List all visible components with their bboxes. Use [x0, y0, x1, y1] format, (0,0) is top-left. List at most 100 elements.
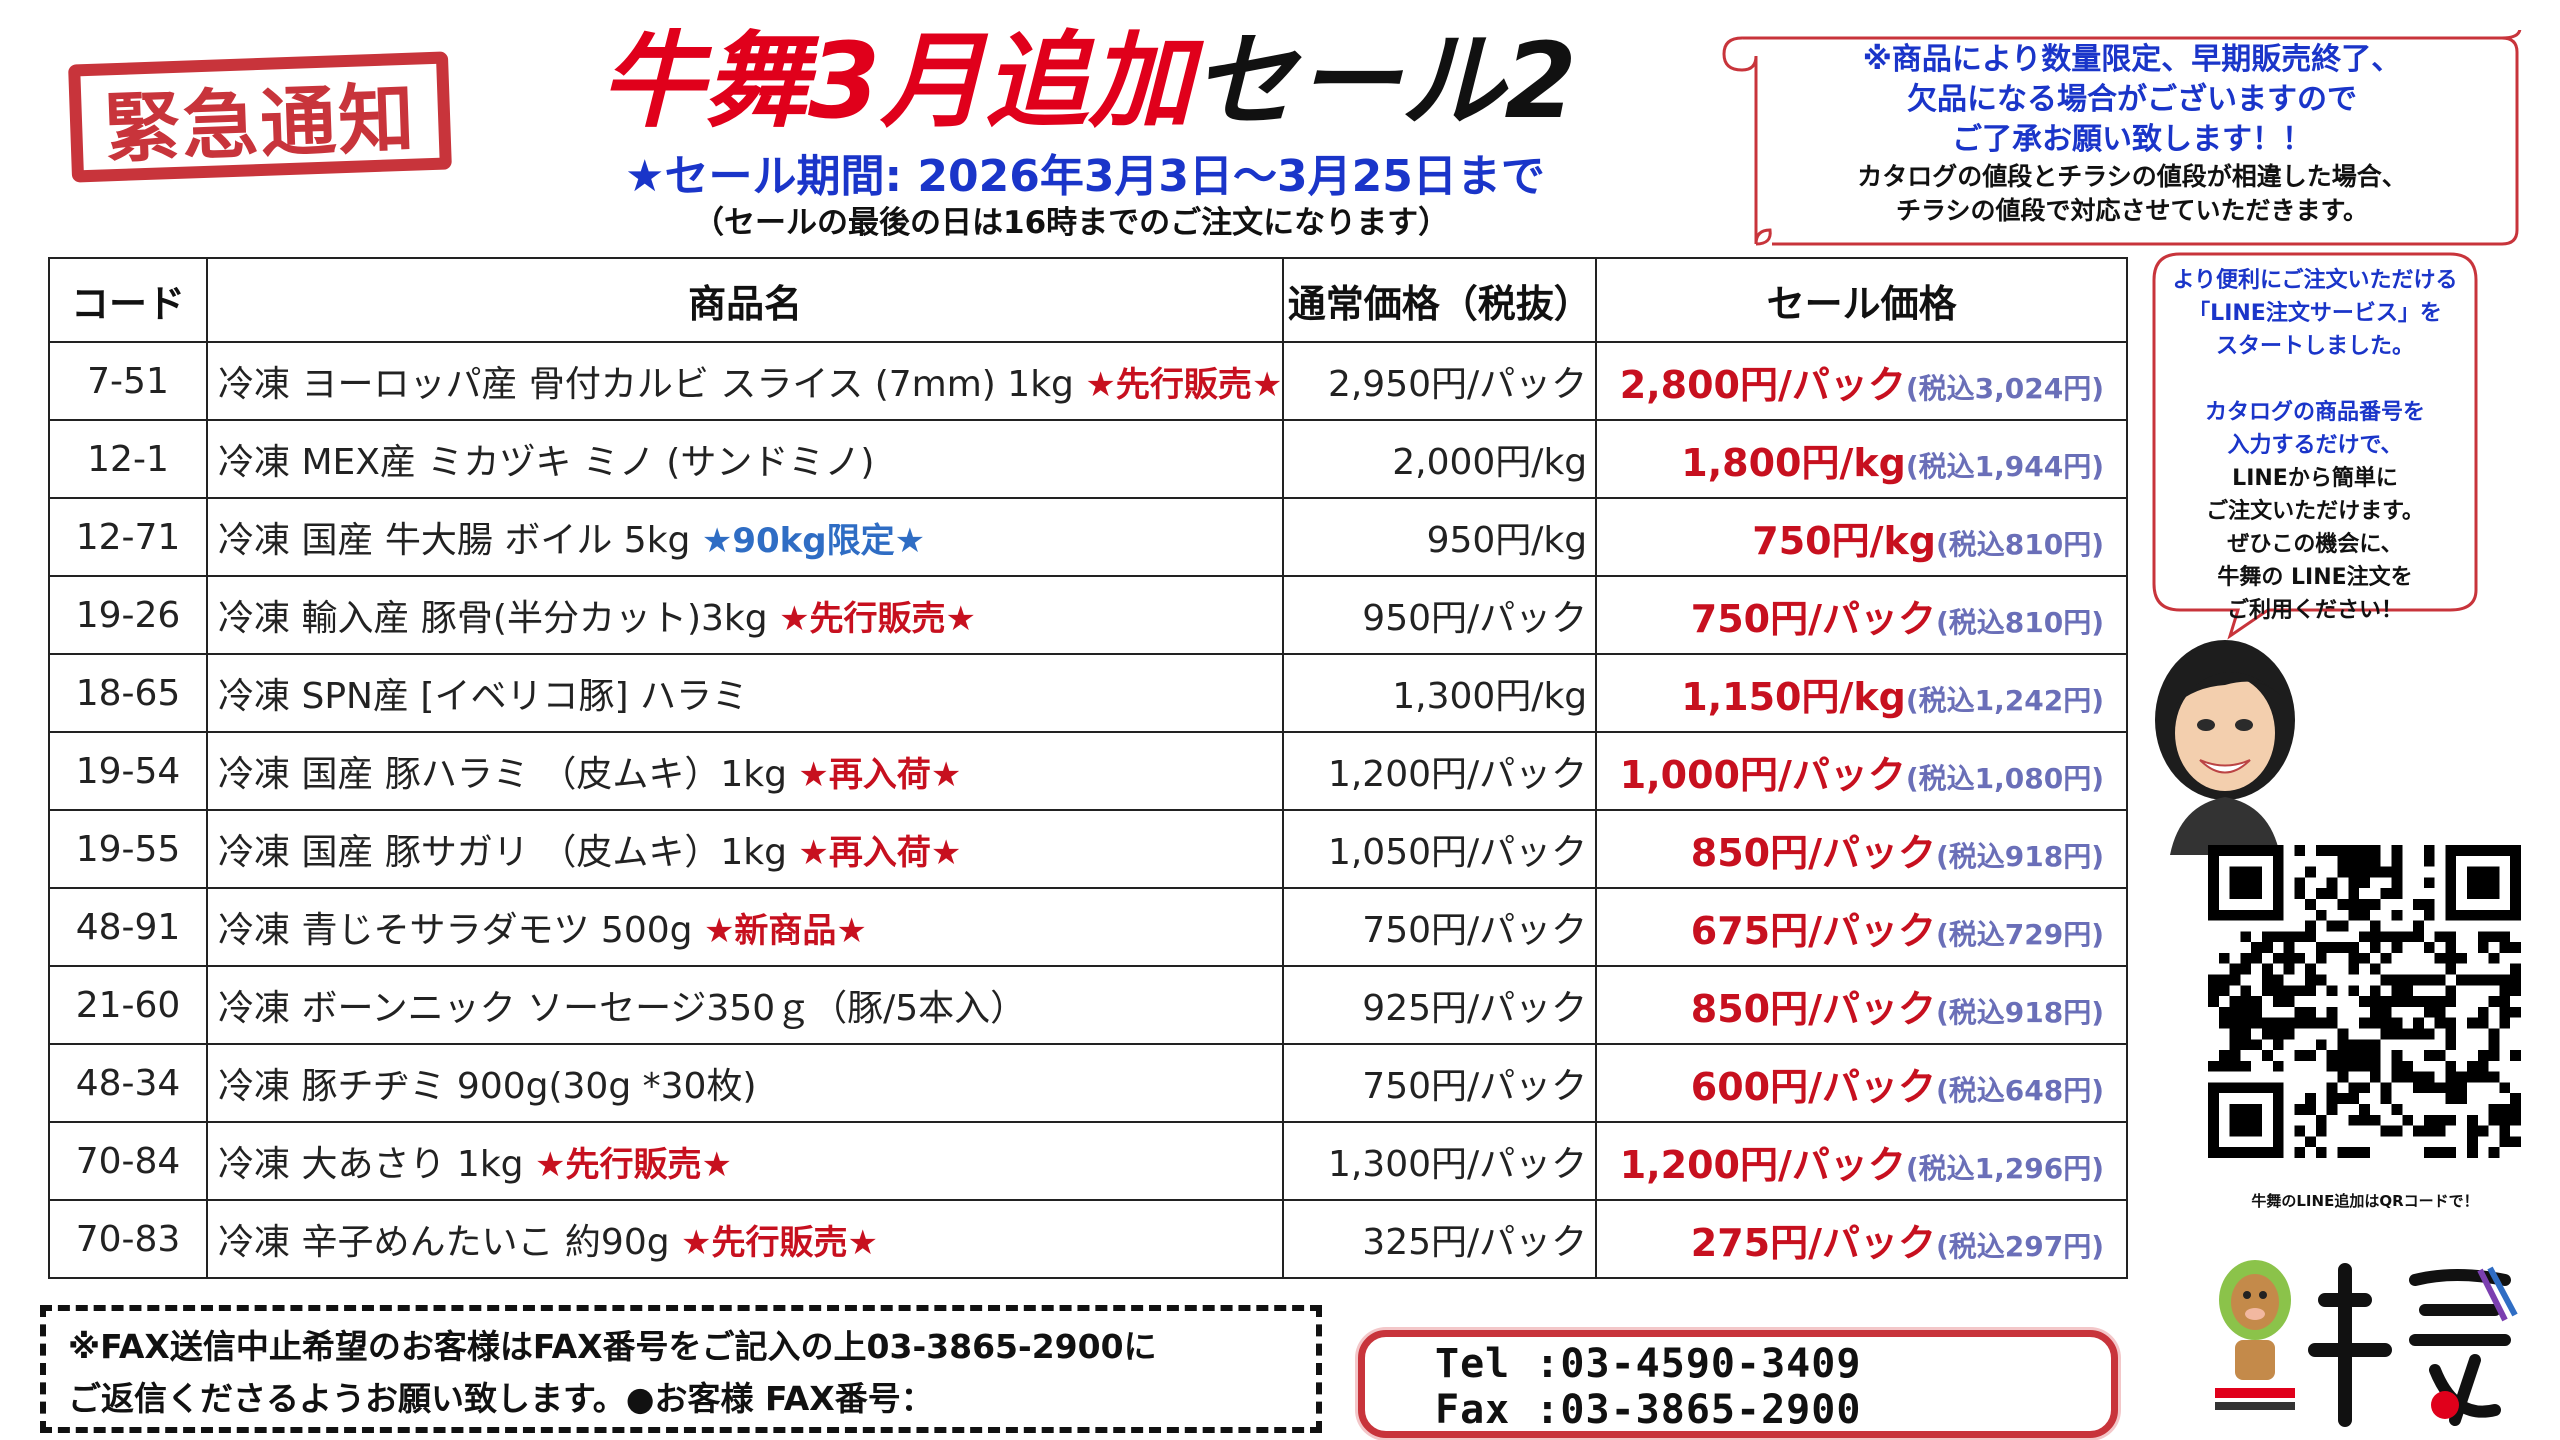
product-code: 70-84 [47, 1121, 209, 1201]
table-row: 48-91 冷凍 青じそサラダモツ 500g ★新商品★ 750円/パック 675円/… [47, 887, 2128, 967]
product-name: 冷凍 国産 豚ハラミ （皮ムキ）1kg [218, 754, 787, 795]
regular-price: 325円/パック [1282, 1199, 1598, 1279]
header-regular-price: 通常価格（税抜） [1282, 257, 1598, 343]
bubble-line-1: より便利にご注文いただける [2172, 268, 2458, 293]
regular-price: 750円/パック [1282, 1043, 1598, 1123]
product-code: 19-55 [47, 809, 209, 889]
product-name: 冷凍 辛子めんたいこ 約90g [218, 1222, 670, 1263]
bubble-line-8: ぜひこの機会に、 [2227, 532, 2403, 557]
regular-price: 950円/パック [1282, 575, 1598, 655]
product-name-cell: 冷凍 MEX産 ミカヅキ ミノ (サンドミノ) [206, 419, 1285, 499]
qr-caption: 牛舞のLINE追加はQRコードで！ [2251, 1192, 2479, 1210]
fax-notice-line-2: ご返信くださるようお願い致します。●お客様 FAX番号： [68, 1379, 934, 1418]
tax-included-price: (税込918円) [1935, 839, 2104, 873]
sale-price: 850円/パック [1690, 986, 1936, 1031]
bubble-line-3: スタートしました。 [2215, 334, 2414, 359]
sale-price-cell: 750円/パック(税込810円) [1595, 575, 2128, 655]
bubble-line-2: 「LINE注文サービス」を [2188, 301, 2442, 326]
tax-included-price: (税込810円) [1935, 527, 2104, 561]
gyumai-brand-logo [2308, 1263, 2518, 1427]
line-order-bubble: より便利にご注文いただける 「LINE注文サービス」を スタートしました。 カタ… [2150, 250, 2480, 640]
notice-line-4: カタログの値段とチラシの値段が相違した場合、 [1857, 162, 2407, 191]
product-name: 冷凍 ヨーロッパ産 骨付カルビ スライス (7mm) 1kg [218, 364, 1074, 405]
table-row: 18-65 冷凍 SPN産 [イベリコ豚] ハラミ 1,300円/kg 1,150円… [47, 653, 2128, 733]
table-row: 21-60 冷凍 ボーンニック ソーセージ350ｇ（豚/5本入） 925円/パック… [47, 965, 2128, 1045]
contact-box: Tel :03-4590-3409 Fax :03-3865-2900 [1358, 1330, 2118, 1438]
product-code: 48-34 [47, 1043, 209, 1123]
tax-included-price: (税込729円) [1935, 917, 2104, 951]
regular-price: 950円/kg [1282, 497, 1598, 577]
bubble-line-7: ご注文いただけます。 [2206, 499, 2424, 524]
tax-included-price: (税込1,296円) [1905, 1151, 2104, 1185]
sale-price-cell: 675円/パック(税込729円) [1595, 887, 2128, 967]
notice-text: ※商品により数量限定、早期販売終了、 欠品になる場合がございますので ご了承お願… [1762, 40, 2502, 228]
fax-notice-line-1: ※FAX送信中止希望のお客様はFAX番号をご記入の上03-3865-2900に [68, 1327, 1157, 1366]
product-tag: ★再入荷★ [798, 833, 962, 873]
tax-included-price: (税込1,242円) [1905, 683, 2104, 717]
product-name: 冷凍 国産 豚サガリ （皮ムキ）1kg [218, 832, 787, 873]
product-code: 7-51 [47, 341, 209, 421]
product-tag: ★先行販売★ [779, 599, 977, 639]
product-name: 冷凍 MEX産 ミカヅキ ミノ (サンドミノ) [218, 442, 875, 483]
product-name: 冷凍 国産 牛大腸 ボイル 5kg [218, 520, 691, 561]
bubble-line-6: LINEから簡単に [2232, 466, 2398, 491]
cow-mascot-icon [2215, 1260, 2295, 1410]
product-name: 冷凍 輸入産 豚骨(半分カット)3kg [218, 598, 768, 639]
regular-price: 925円/パック [1282, 965, 1598, 1045]
tax-included-price: (税込1,080円) [1905, 761, 2104, 795]
sale-price-cell: 2,800円/パック(税込3,024円) [1595, 341, 2128, 421]
sale-price: 750円/パック [1690, 596, 1936, 641]
tax-included-price: (税込3,024円) [1905, 371, 2104, 405]
product-name-cell: 冷凍 豚チヂミ 900g(30g *30枚) [206, 1043, 1285, 1123]
table-row: 19-26 冷凍 輸入産 豚骨(半分カット)3kg ★先行販売★ 950円/パック 7… [47, 575, 2128, 655]
table-row: 12-71 冷凍 国産 牛大腸 ボイル 5kg ★90kg限定★ 950円/kg 75… [47, 497, 2128, 577]
speech-bubble-icon [2152, 252, 2478, 640]
product-tag: ★先行販売★ [1085, 365, 1283, 405]
regular-price: 750円/パック [1282, 887, 1598, 967]
sale-price: 600円/パック [1690, 1064, 1936, 1109]
product-tag: ★先行販売★ [681, 1223, 879, 1263]
regular-price: 1,200円/パック [1282, 731, 1598, 811]
sale-price: 275円/パック [1690, 1220, 1936, 1265]
sale-price-cell: 1,000円/パック(税込1,080円) [1595, 731, 2128, 811]
sale-period-note: （セールの最後の日は16時までのご注文になります） [693, 205, 1450, 241]
product-name: 冷凍 ボーンニック ソーセージ350ｇ（豚/5本入） [218, 988, 1027, 1029]
sale-price-cell: 1,200円/パック(税込1,296円) [1595, 1121, 2128, 1201]
sale-price-cell: 750円/kg(税込810円) [1595, 497, 2128, 577]
table-row: 48-34 冷凍 豚チヂミ 900g(30g *30枚) 750円/パック 600円… [47, 1043, 2128, 1123]
bubble-text: より便利にご注文いただける 「LINE注文サービス」を スタートしました。 カタ… [2160, 264, 2470, 627]
sale-price: 1,000円/パック [1619, 752, 1906, 797]
sale-period: ★セール期間: 2026年3月3日～3月25日まで [625, 151, 1545, 202]
product-name-cell: 冷凍 辛子めんたいこ 約90g ★先行販売★ [206, 1199, 1285, 1279]
line-qr-code[interactable] [2208, 845, 2521, 1158]
table-body: 7-51 冷凍 ヨーロッパ産 骨付カルビ スライス (7mm) 1kg ★先行販売… [47, 341, 2128, 1279]
urgent-notice-stamp: 緊急通知 [68, 51, 452, 183]
product-code: 21-60 [47, 965, 209, 1045]
fax-number[interactable]: Fax :03-3865-2900 [1435, 1387, 1862, 1433]
sale-price: 675円/パック [1690, 908, 1936, 953]
price-table: コード 商品名 通常価格（税抜） セール価格 7-51 冷凍 ヨーロッパ産 骨付カ… [47, 257, 2128, 1279]
product-name-cell: 冷凍 SPN産 [イベリコ豚] ハラミ [206, 653, 1285, 733]
product-tag: ★先行販売★ [534, 1145, 732, 1185]
table-row: 12-1 冷凍 MEX産 ミカヅキ ミノ (サンドミノ) 2,000円/kg 1,8… [47, 419, 2128, 499]
product-tag: ★再入荷★ [798, 755, 962, 795]
sale-price-cell: 850円/パック(税込918円) [1595, 809, 2128, 889]
notice-scroll: ※商品により数量限定、早期販売終了、 欠品になる場合がございますので ご了承お願… [1712, 30, 2522, 252]
tel-number[interactable]: Tel :03-4590-3409 [1435, 1341, 1862, 1387]
sale-price: 1,200円/パック [1619, 1142, 1906, 1187]
stamp-text: 緊急通知 [102, 73, 418, 174]
regular-price: 1,300円/パック [1282, 1121, 1598, 1201]
header-name: 商品名 [206, 257, 1285, 343]
tax-included-price: (税込648円) [1935, 1073, 2104, 1107]
tax-included-price: (税込297円) [1935, 1229, 2104, 1263]
product-tag: ★新商品★ [703, 911, 867, 951]
product-name: 冷凍 青じそサラダモツ 500g [218, 910, 693, 951]
product-name-cell: 冷凍 国産 豚サガリ （皮ムキ）1kg ★再入荷★ [206, 809, 1285, 889]
product-name-cell: 冷凍 輸入産 豚骨(半分カット)3kg ★先行販売★ [206, 575, 1285, 655]
product-name: 冷凍 豚チヂミ 900g(30g *30枚) [218, 1066, 757, 1107]
product-code: 12-71 [47, 497, 209, 577]
staff-avatar [2155, 640, 2295, 855]
sale-price: 1,150円/kg [1681, 674, 1906, 719]
sale-price-cell: 1,800円/kg(税込1,944円) [1595, 419, 2128, 499]
regular-price: 1,300円/kg [1282, 653, 1598, 733]
